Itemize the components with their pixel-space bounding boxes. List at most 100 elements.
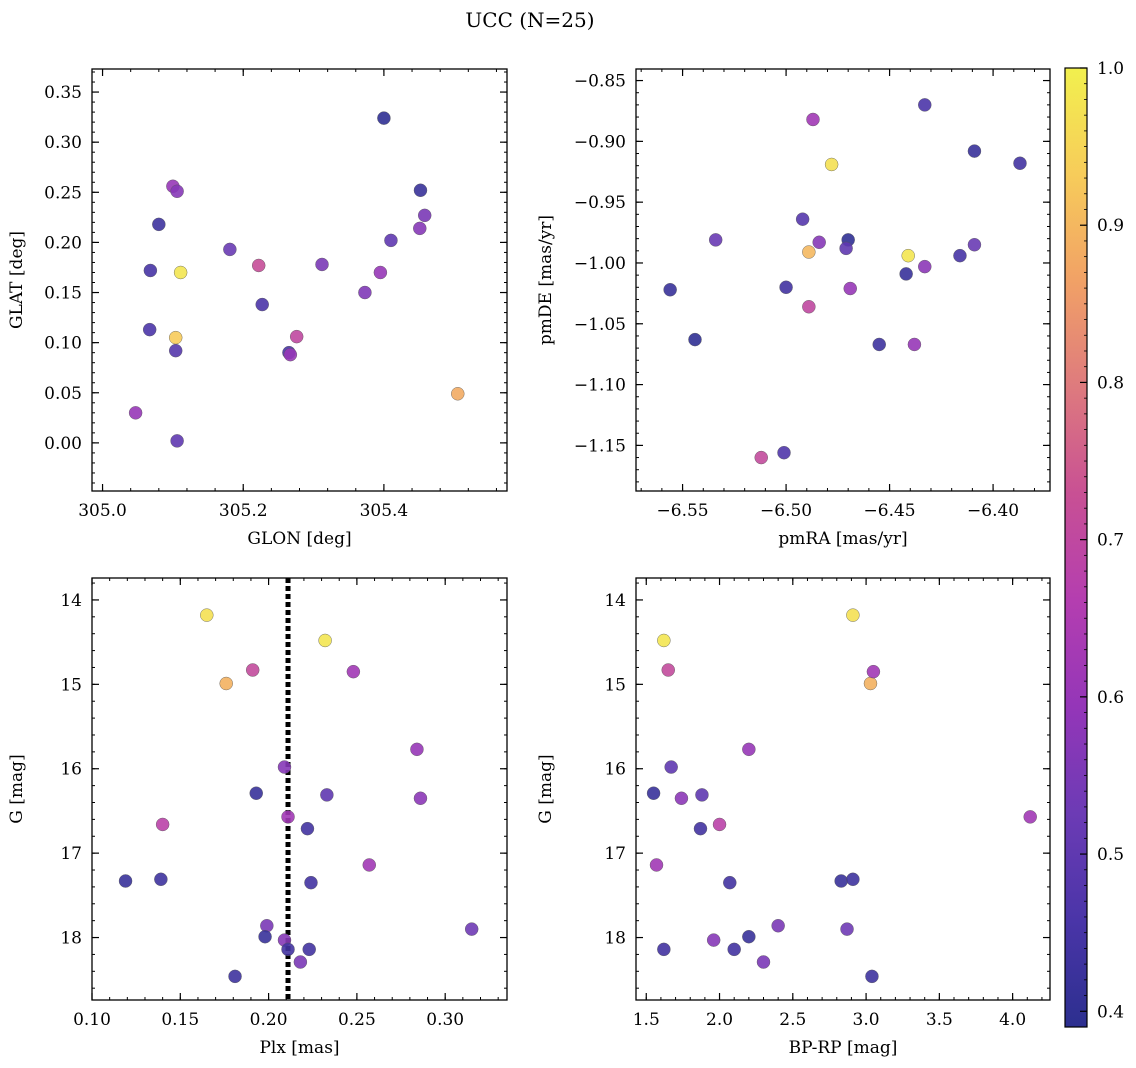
data-point (358, 285, 372, 300)
y-tick-label: 16 (604, 760, 626, 780)
colorbar-tick-label: 0.5 (1097, 845, 1124, 865)
colorbar-tick-label: 1.0 (1097, 59, 1124, 79)
x-tick-label: −6.40 (967, 501, 1019, 521)
data-point (258, 930, 272, 944)
x-axis-label: BP-RP [mag] (789, 1038, 898, 1058)
colorbar-tick-label: 0.8 (1097, 373, 1124, 393)
data-point (695, 788, 709, 802)
subplot-4: 1.5 2.0 2.5 3.0 3.5 4.0 14 15 16 17 18 BP-RP [mag] G… (536, 577, 1051, 1058)
data-point (802, 300, 816, 314)
x-axis-label: pmRA [mas/yr] (778, 529, 907, 549)
data-point (843, 281, 857, 296)
data-point (693, 821, 708, 836)
data-point (840, 922, 854, 936)
data-point (777, 445, 791, 460)
x-axis-label: GLON [deg] (247, 529, 351, 549)
colorbar-tick-label: 0.9 (1097, 216, 1124, 236)
data-point (846, 872, 860, 887)
data-point (283, 347, 298, 362)
y-tick-label: 17 (604, 844, 626, 864)
data-point (252, 258, 266, 273)
data-point (802, 245, 816, 259)
data-point (742, 930, 756, 944)
y-tick-label: 14 (604, 591, 626, 611)
x-tick-label: 0.10 (73, 1010, 111, 1030)
x-tick-label: 305.0 (78, 501, 127, 521)
data-point (674, 791, 689, 805)
data-point (155, 817, 170, 832)
data-point (173, 265, 188, 280)
data-point (771, 919, 785, 933)
x-tick-label: 1.5 (633, 1010, 660, 1030)
data-point (249, 786, 263, 800)
data-point (277, 760, 292, 774)
y-tick-label: 0.20 (44, 233, 82, 253)
data-point (315, 257, 329, 272)
y-tick-label: −1.15 (574, 436, 626, 456)
data-point (169, 343, 183, 358)
data-point (779, 280, 793, 294)
y-tick-label: 0.15 (44, 284, 82, 304)
data-point (170, 434, 184, 448)
axes-frame (635, 577, 1051, 1001)
data-point (320, 788, 334, 802)
x-tick-label: 0.20 (250, 1010, 288, 1030)
data-point (901, 248, 915, 263)
data-point (219, 676, 233, 691)
colorbar-tick-label: 0.7 (1097, 531, 1124, 551)
data-point (907, 337, 922, 352)
data-point (967, 238, 982, 252)
data-point (384, 233, 398, 248)
data-point (246, 663, 260, 677)
data-point (451, 387, 465, 401)
data-point (846, 608, 860, 622)
y-axis-label: G [mag] (536, 754, 556, 823)
data-point (754, 450, 768, 465)
data-point (806, 112, 820, 127)
data-point (661, 663, 675, 677)
data-point (967, 144, 982, 158)
data-point (362, 858, 376, 872)
data-point (712, 817, 727, 832)
data-point (706, 933, 721, 947)
y-tick-label: 0.00 (44, 434, 82, 454)
y-tick-label: 17 (60, 844, 82, 864)
data-point (128, 406, 143, 420)
figure-title: UCC (N=25) (465, 8, 595, 32)
y-tick-label: −0.85 (574, 72, 626, 92)
subplot-3: 0.10 0.15 0.20 0.25 0.30 14 15 16 17 18 Plx [mas] G… (7, 577, 508, 1058)
y-axis-label: GLAT [deg] (7, 231, 27, 329)
y-tick-label: 0.30 (44, 133, 82, 153)
y-tick-label: −1.05 (574, 315, 626, 335)
data-point (742, 742, 756, 757)
y-tick-label: 0.05 (44, 384, 82, 404)
data-point (812, 235, 826, 249)
x-tick-label: 4.0 (999, 1010, 1026, 1030)
y-tick-label: −0.95 (574, 193, 626, 213)
data-point (281, 810, 295, 824)
data-point (795, 212, 810, 226)
data-point (152, 217, 166, 232)
data-point (281, 942, 295, 957)
data-point (255, 297, 269, 312)
data-point (899, 267, 913, 281)
data-point (200, 608, 214, 622)
data-point (289, 329, 304, 344)
data-point (228, 969, 242, 984)
colorbar-tick-label: 0.4 (1097, 1002, 1124, 1022)
data-point (318, 633, 332, 648)
data-point (688, 332, 702, 347)
data-point (464, 922, 479, 936)
data-point (1023, 810, 1037, 824)
data-point (756, 955, 771, 969)
data-point (377, 111, 391, 125)
data-point (953, 248, 967, 263)
data-point (723, 875, 737, 890)
data-point (1013, 156, 1027, 170)
data-point (302, 942, 316, 957)
x-tick-label: 0.25 (338, 1010, 376, 1030)
data-point (657, 633, 671, 648)
data-point (410, 742, 424, 757)
subplot-2: −6.55 −6.50 −6.45 −6.40 −0.85 −0.90 −0.95 −1.00… (536, 68, 1051, 549)
y-tick-label: −0.90 (574, 132, 626, 152)
